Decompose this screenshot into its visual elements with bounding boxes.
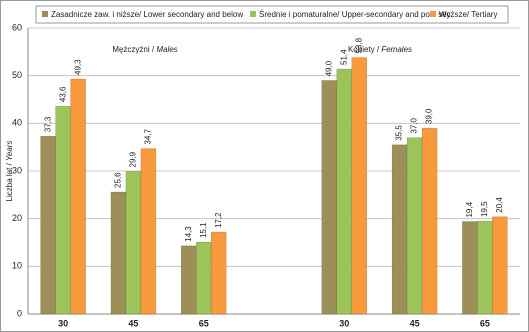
value-label: 14,3 bbox=[184, 226, 193, 242]
annotation-text: Kobiety / bbox=[348, 45, 380, 54]
y-tick-label: 20 bbox=[12, 213, 22, 223]
bar bbox=[125, 171, 142, 315]
annotation: Kobiety / Females bbox=[348, 45, 412, 54]
value-label: 25,6 bbox=[114, 172, 123, 188]
value-label: 37,3 bbox=[43, 116, 52, 132]
annotation-italic: Males bbox=[156, 45, 177, 54]
y-label-text: Liczba lat / bbox=[5, 162, 14, 201]
value-label: 43,6 bbox=[58, 86, 67, 102]
x-tick-label: 30 bbox=[339, 318, 349, 328]
value-label: 17,2 bbox=[214, 212, 223, 228]
legend-label: Zasadnicze zaw. i niższe/ Lower secondar… bbox=[51, 10, 243, 19]
value-label: 51,4 bbox=[339, 49, 348, 65]
bar bbox=[492, 216, 508, 315]
bar bbox=[40, 135, 56, 315]
value-label: 35,5 bbox=[395, 125, 404, 141]
bar bbox=[140, 148, 157, 315]
bar bbox=[180, 245, 197, 315]
y-tick-label: 60 bbox=[12, 22, 22, 32]
bar bbox=[55, 105, 71, 315]
value-label: 39,0 bbox=[425, 108, 434, 124]
y-tick-label: 50 bbox=[12, 70, 22, 80]
bar bbox=[336, 68, 353, 315]
annotation-text: Mężczyźni / bbox=[112, 45, 155, 54]
legend-label: Średnie i pomaturalne/ Upper-secondary a… bbox=[259, 10, 453, 19]
bar bbox=[210, 231, 227, 315]
y-label-italic: Years bbox=[5, 141, 14, 161]
value-label: 49,3 bbox=[73, 59, 82, 75]
annotation-italic: Females bbox=[381, 45, 412, 54]
bar bbox=[391, 144, 408, 315]
value-label: 20,4 bbox=[495, 197, 504, 213]
value-label: 37,0 bbox=[410, 118, 419, 134]
legend-swatch bbox=[430, 11, 436, 17]
legend-box bbox=[35, 5, 509, 24]
y-axis-label: Liczba lat / Years bbox=[5, 141, 14, 202]
x-tick-label: 65 bbox=[199, 318, 209, 328]
y-tick-label: 0 bbox=[17, 308, 22, 318]
y-tick-label: 10 bbox=[12, 261, 22, 271]
x-tick-label: 45 bbox=[410, 318, 420, 328]
x-tick-label: 30 bbox=[58, 318, 68, 328]
y-tick-label: 40 bbox=[12, 118, 22, 128]
value-label: 29,9 bbox=[129, 151, 138, 167]
bar bbox=[321, 80, 338, 315]
x-tick-label: 45 bbox=[128, 318, 138, 328]
x-tick-label: 65 bbox=[480, 318, 490, 328]
value-label: 15,1 bbox=[199, 222, 208, 238]
y-tick-label: 30 bbox=[12, 165, 22, 175]
bar bbox=[406, 137, 423, 315]
bar bbox=[70, 78, 86, 315]
annotation: Mężczyźni / Males bbox=[112, 45, 177, 54]
legend-label: Wyższe/ Tertiary bbox=[439, 10, 497, 19]
bar bbox=[110, 191, 127, 315]
bar bbox=[421, 127, 438, 315]
value-label: 49,0 bbox=[324, 60, 333, 76]
value-label: 19,4 bbox=[465, 201, 474, 217]
bar bbox=[462, 221, 478, 315]
bar bbox=[351, 57, 368, 315]
value-label: 53,8 bbox=[354, 37, 363, 53]
bar bbox=[477, 220, 493, 315]
bar bbox=[195, 241, 212, 315]
value-label: 19,5 bbox=[480, 201, 489, 217]
value-label: 34,7 bbox=[144, 128, 153, 144]
legend-swatch bbox=[250, 11, 256, 17]
legend-swatch bbox=[42, 11, 48, 17]
